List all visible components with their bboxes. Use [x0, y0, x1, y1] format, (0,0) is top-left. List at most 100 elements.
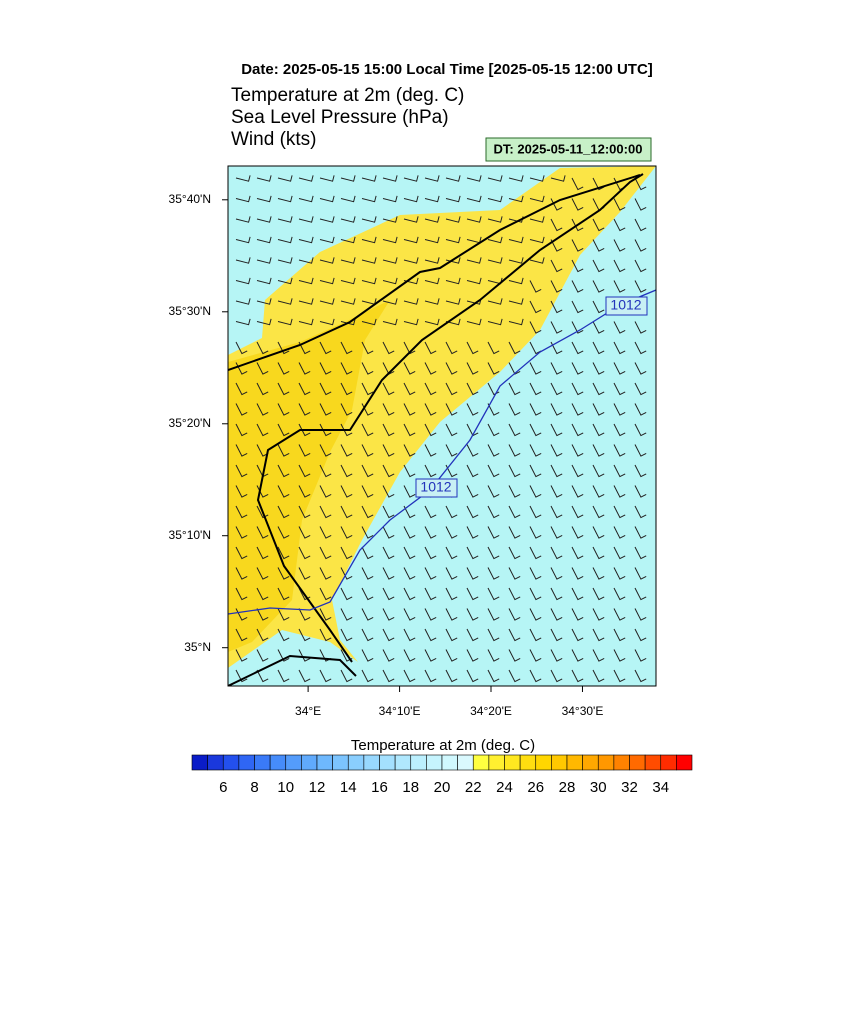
wind-barb — [361, 382, 374, 396]
wind-barb — [298, 403, 311, 416]
wind-barb — [235, 485, 248, 498]
wind-barb — [445, 608, 458, 621]
wind-barb — [424, 526, 437, 539]
wind-barb — [340, 526, 353, 539]
wind-barb — [508, 257, 524, 264]
date-line: Date: 2025-05-15 15:00 Local Time [2025-… — [241, 61, 653, 78]
colorbar-box — [629, 754, 646, 771]
wind-barb — [298, 649, 311, 662]
wind-barb — [529, 175, 545, 182]
colorbar-box — [316, 754, 333, 771]
wind-barb — [319, 318, 335, 326]
wind-barb — [403, 628, 416, 642]
wind-barb — [592, 608, 605, 621]
wind-barb — [277, 195, 293, 203]
wind-barb — [529, 649, 542, 662]
colorbar-box — [285, 754, 302, 771]
wind-barb — [403, 649, 416, 662]
wind-barb — [445, 444, 458, 457]
wind-barb — [256, 382, 269, 396]
wind-barb — [319, 362, 332, 375]
dt-label: DT: 2025-05-11_12:00:00 — [494, 141, 643, 156]
wind-barb — [340, 341, 353, 355]
wind-barb — [235, 669, 248, 683]
wind-barb — [319, 526, 332, 539]
wind-barb — [571, 505, 584, 519]
wind-barb — [235, 628, 248, 642]
colorbar-tick-label: 20 — [434, 779, 451, 796]
colorbar-box — [535, 754, 552, 771]
wind-barb — [361, 505, 374, 519]
wind-barb — [298, 175, 314, 182]
wind-barb — [487, 403, 500, 416]
wind-barb — [487, 587, 500, 601]
wind-barb — [613, 587, 626, 601]
wind-barb — [445, 382, 458, 396]
wind-barb — [382, 236, 398, 244]
wind-barb — [424, 423, 437, 437]
colorbar-tick-label: 30 — [590, 779, 607, 796]
wind-barb — [613, 669, 626, 683]
colorbar-box — [269, 754, 287, 771]
wind-barb — [529, 464, 542, 478]
wind-barb — [592, 177, 605, 191]
colorbar-box — [441, 754, 458, 771]
wind-barb — [319, 277, 335, 285]
wind-barb — [298, 257, 314, 264]
colorbar-box — [379, 754, 396, 771]
wind-barb — [613, 341, 626, 355]
wind-barb — [235, 216, 251, 223]
wind-barb — [571, 198, 584, 211]
wind-barb — [256, 485, 269, 498]
wind-barb — [487, 444, 500, 457]
wind-barb — [592, 546, 605, 560]
wind-barb — [403, 669, 416, 683]
wind-barb — [319, 628, 332, 642]
colorbar-tick-label: 28 — [559, 779, 576, 796]
wind-barb — [424, 257, 440, 264]
wind-barb — [235, 444, 248, 457]
wind-barb — [298, 382, 311, 396]
wind-barb — [634, 239, 647, 252]
wind-barb — [550, 567, 563, 580]
wind-barb — [319, 608, 332, 621]
wind-barb — [550, 218, 563, 232]
wind-barb — [613, 444, 626, 457]
wind-barb — [529, 444, 542, 457]
wind-barb — [487, 195, 503, 203]
wind-barb — [613, 608, 626, 621]
wind-barb — [361, 464, 374, 478]
wind-barb — [634, 444, 647, 457]
wind-barb — [361, 669, 374, 683]
wind-barb — [592, 403, 605, 416]
wind-barb — [319, 216, 335, 223]
wind-barb — [634, 485, 647, 498]
wind-barb — [445, 298, 461, 305]
wind-barb — [277, 277, 293, 285]
wind-barb — [445, 318, 461, 326]
field-title: Sea Level Pressure (hPa) — [231, 107, 449, 128]
wind-barb — [340, 403, 353, 416]
wind-barb — [592, 218, 605, 232]
wind-barb — [235, 257, 251, 264]
colorbar-box — [504, 754, 521, 771]
wind-barb — [550, 382, 563, 396]
wind-barb — [340, 669, 353, 683]
wind-barb — [319, 403, 332, 416]
colorbar-tick-label: 12 — [309, 779, 326, 796]
field-title: Wind (kts) — [231, 129, 317, 150]
wind-barb — [424, 298, 440, 305]
wind-barb — [508, 628, 521, 642]
wind-barb — [529, 505, 542, 519]
hot-fill — [228, 300, 390, 652]
wind-barb — [340, 277, 356, 285]
wind-barb — [613, 649, 626, 662]
wind-barb — [340, 546, 353, 560]
wind-barb — [382, 505, 395, 519]
wind-barb — [424, 236, 440, 244]
wind-barb — [550, 587, 563, 601]
wind-barb — [403, 546, 416, 560]
wind-barb — [319, 341, 332, 355]
wind-barb — [529, 362, 542, 375]
wind-barb — [571, 403, 584, 416]
